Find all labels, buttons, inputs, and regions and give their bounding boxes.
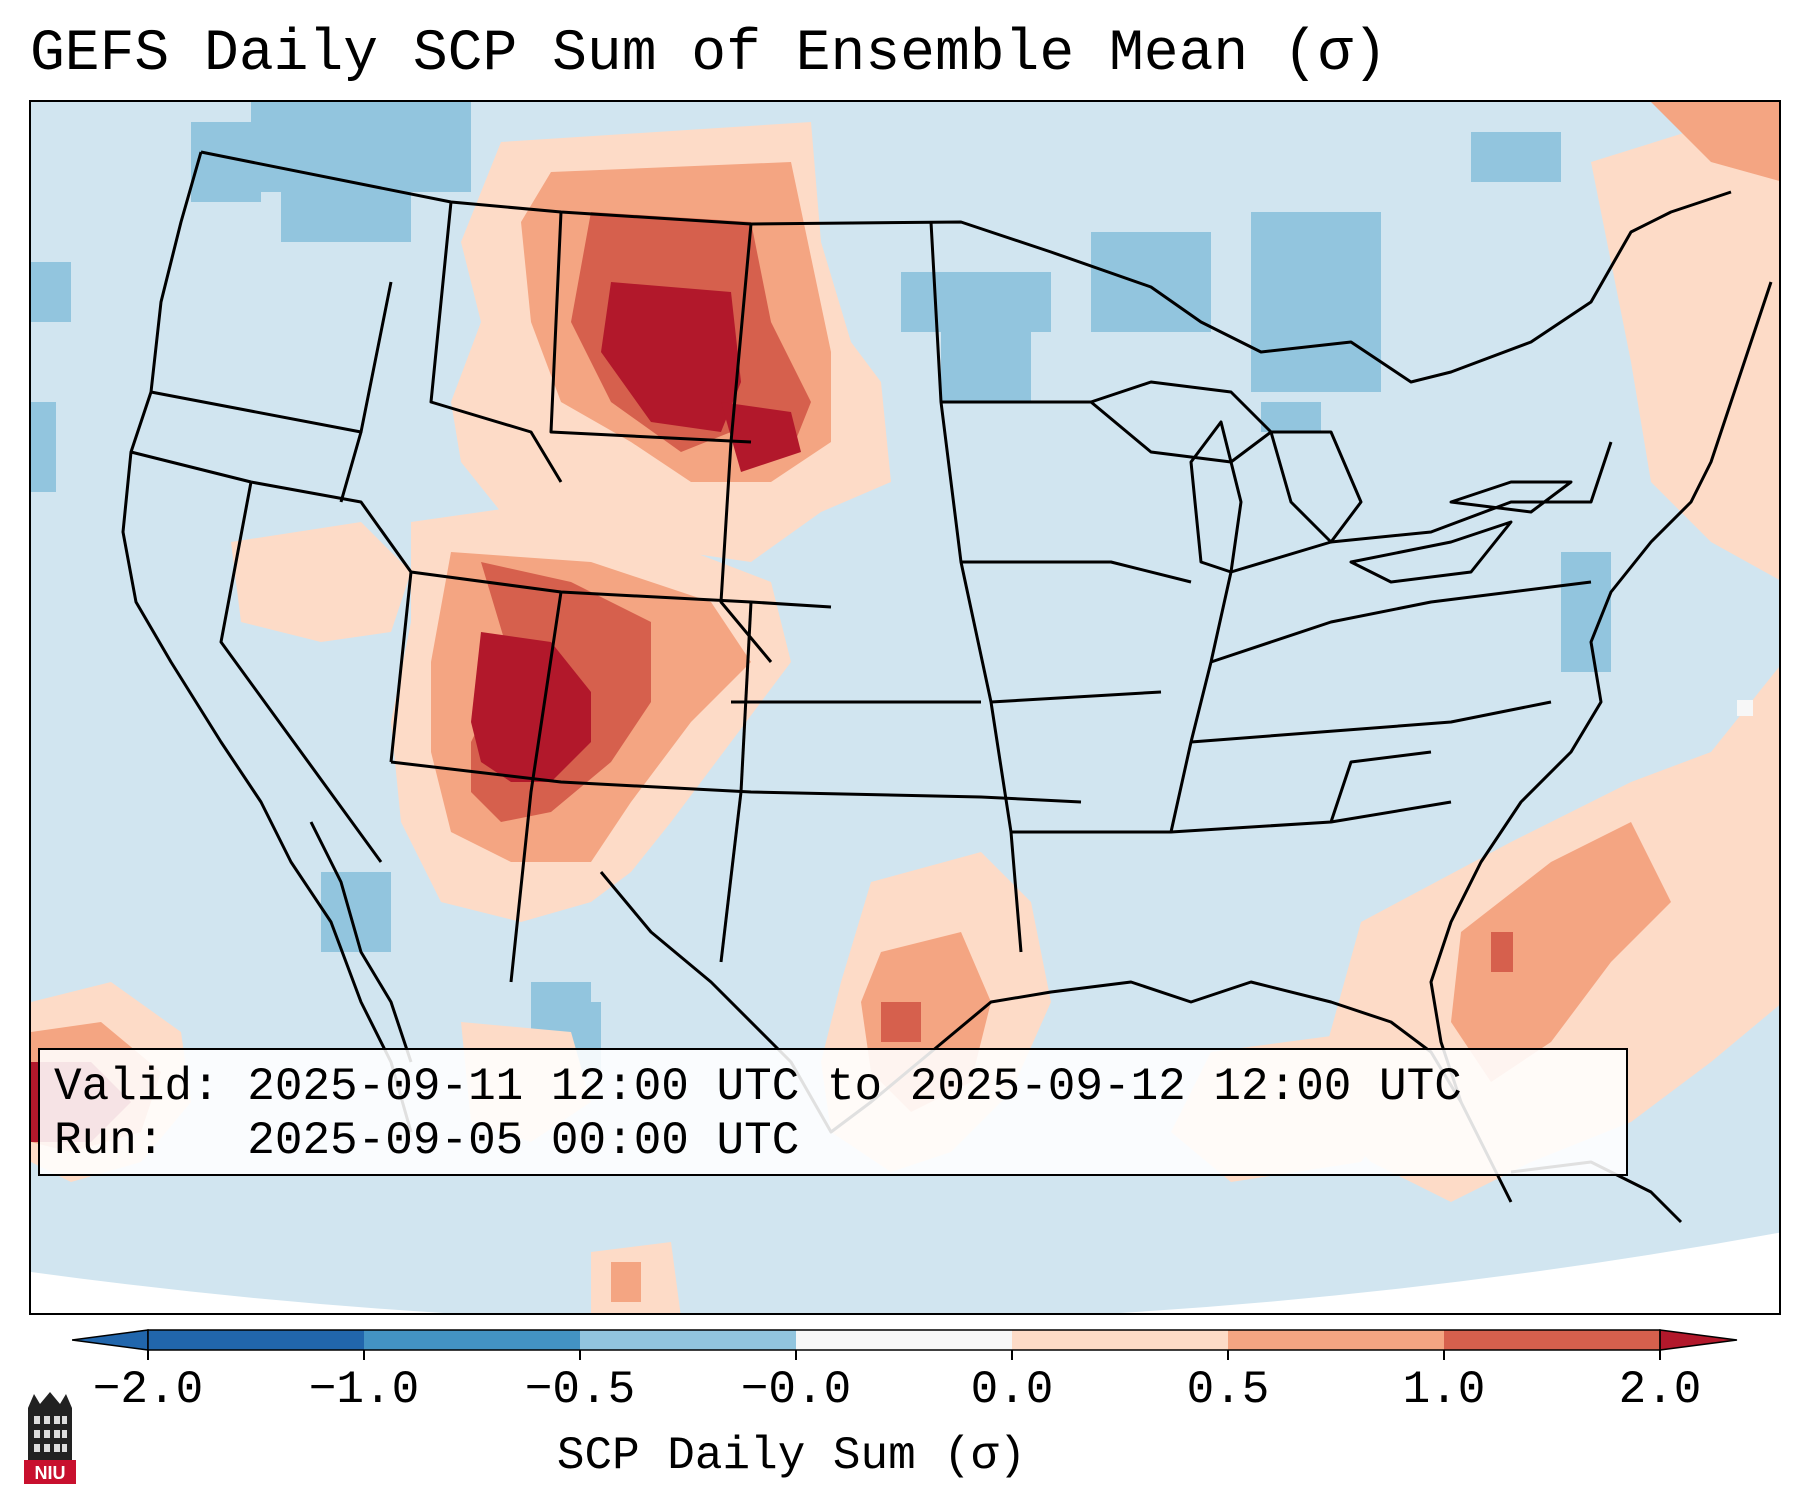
colorbar-tick-label: 1.0 (1402, 1364, 1486, 1416)
colorbar-label: SCP Daily Sum (σ) (556, 1430, 1027, 1482)
niu-logo-text: NIU (35, 1463, 66, 1483)
colorbar-segment (148, 1330, 364, 1350)
run-time-text: Run: 2025-09-05 00:00 UTC (54, 1115, 800, 1167)
projection-edge (31, 1232, 1779, 1313)
colorbar-tick-label: 0.5 (1186, 1364, 1270, 1416)
negative-anomaly-patches (31, 102, 1611, 1072)
valid-time-text: Valid: 2025-09-11 12:00 UTC to 2025-09-1… (54, 1061, 1462, 1113)
colorbar-tick-label: −1.0 (308, 1364, 420, 1416)
colorbar-segment (580, 1330, 796, 1350)
colorbar-segment (1228, 1330, 1444, 1350)
colorbar-segment (1444, 1330, 1660, 1350)
colorbar-tick-label: −0.5 (524, 1364, 636, 1416)
colorbar-extend-low (72, 1329, 149, 1351)
colorbar-tick-label: −0.0 (740, 1364, 852, 1416)
map-title: GEFS Daily SCP Sum of Ensemble Mean (σ) (30, 22, 1388, 87)
colorbar-tick-label: 0.0 (970, 1364, 1054, 1416)
colorbar-extend-high (1659, 1329, 1738, 1351)
colorbar-segment (796, 1330, 1012, 1350)
colorbar-segment (1012, 1330, 1228, 1350)
colorbar-tick-label: 2.0 (1618, 1364, 1702, 1416)
colorbar-segment (364, 1330, 580, 1350)
colorbar (72, 1329, 1738, 1360)
validity-info-box: Valid: 2025-09-11 12:00 UTC to 2025-09-1… (38, 1048, 1628, 1176)
niu-logo-icon: NIU (24, 1392, 76, 1484)
colorbar-tick-label: −2.0 (92, 1364, 204, 1416)
